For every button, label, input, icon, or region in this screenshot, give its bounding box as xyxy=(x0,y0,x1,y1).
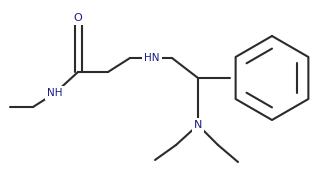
Text: O: O xyxy=(74,13,82,23)
Text: HN: HN xyxy=(144,53,160,63)
Text: NH: NH xyxy=(47,88,63,98)
Text: N: N xyxy=(194,120,202,130)
